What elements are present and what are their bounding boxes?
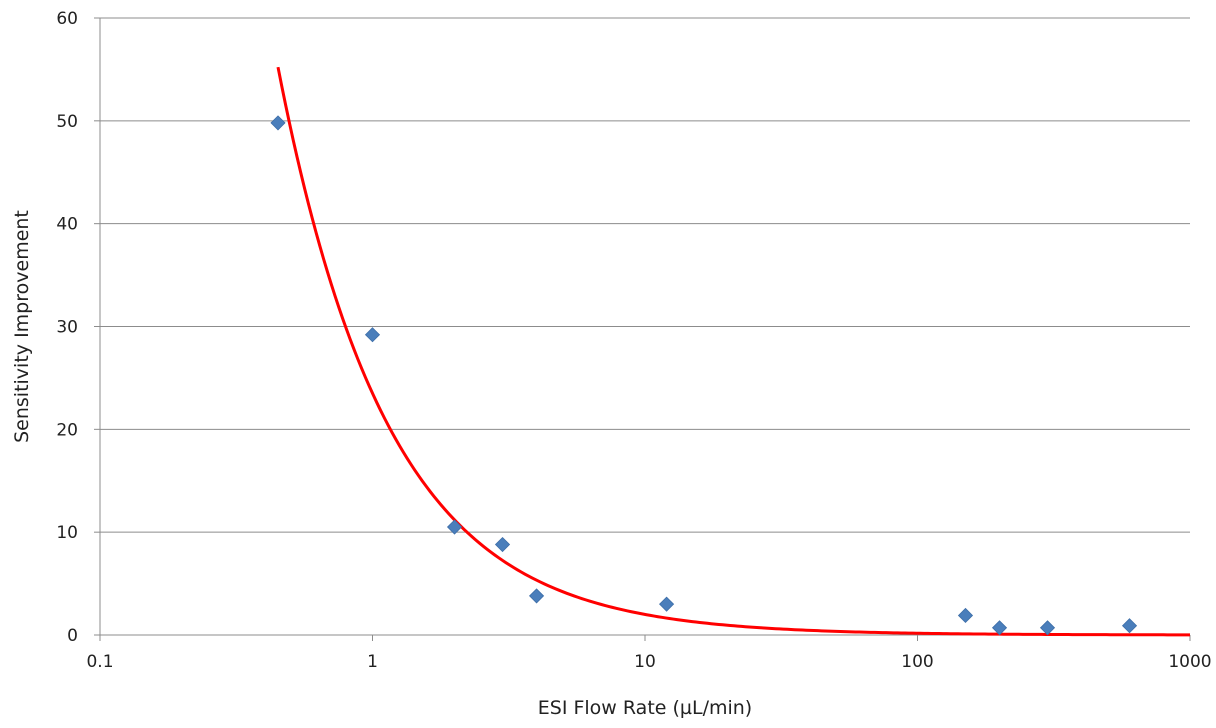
- data-point-1: [270, 115, 286, 131]
- x-tick-label-1: 1: [367, 652, 378, 672]
- y-tick-label-40: 40: [56, 215, 78, 235]
- y-tick-label-20: 20: [56, 420, 78, 440]
- x-tick-label-1000: 1000: [1168, 652, 1211, 672]
- y-tick-label-50: 50: [56, 112, 78, 132]
- y-tick-label-60: 60: [56, 9, 78, 29]
- data-point-10: [1121, 618, 1138, 634]
- y-tick-label-0: 0: [67, 626, 78, 646]
- data-point-5: [528, 588, 545, 604]
- data-point-9: [1039, 620, 1056, 636]
- data-point-7: [957, 607, 974, 624]
- data-point-2: [364, 327, 381, 343]
- axes: [94, 17, 1191, 641]
- fit-curve-layer: [276, 66, 1190, 637]
- x-tick-label-0.1: 0.1: [86, 652, 113, 672]
- y-tick-label-10: 10: [56, 523, 78, 543]
- y-tick-label-30: 30: [56, 318, 78, 338]
- x-tick-label-10: 10: [634, 652, 656, 672]
- data-point-4: [494, 536, 511, 553]
- tick-labels: 0 10 20 30 40 50 60 0.1 1 10 100 1000: [56, 9, 1211, 672]
- fit-curve: [276, 66, 1190, 637]
- x-tick-label-100: 100: [901, 652, 933, 672]
- data-points: [270, 115, 1138, 636]
- gridlines: [100, 17, 1190, 533]
- data-point-6: [659, 596, 675, 612]
- x-axis-title: ESI Flow Rate (µL/min): [538, 697, 752, 719]
- data-point-3: [446, 519, 463, 535]
- y-axis-title: Sensitivity Improvement: [11, 210, 33, 443]
- data-point-8: [991, 620, 1008, 636]
